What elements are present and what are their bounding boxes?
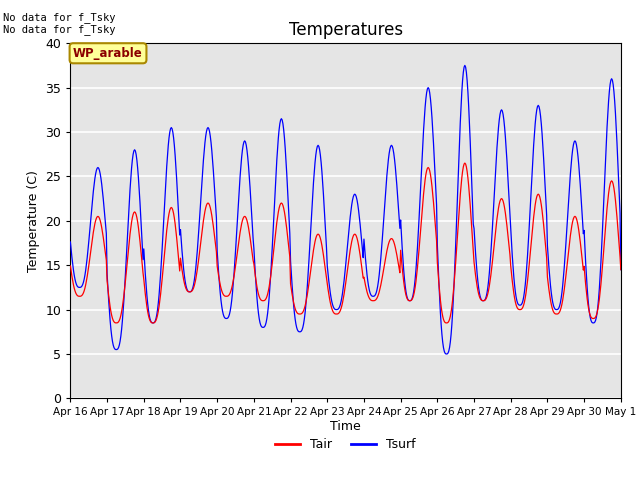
Legend: Tair, Tsurf: Tair, Tsurf <box>271 433 420 456</box>
Text: WP_arable: WP_arable <box>73 47 143 60</box>
X-axis label: Time: Time <box>330 420 361 433</box>
Y-axis label: Temperature (C): Temperature (C) <box>27 170 40 272</box>
Text: No data for f_Tsky
No data for f_Tsky: No data for f_Tsky No data for f_Tsky <box>3 12 116 36</box>
Title: Temperatures: Temperatures <box>289 21 403 39</box>
